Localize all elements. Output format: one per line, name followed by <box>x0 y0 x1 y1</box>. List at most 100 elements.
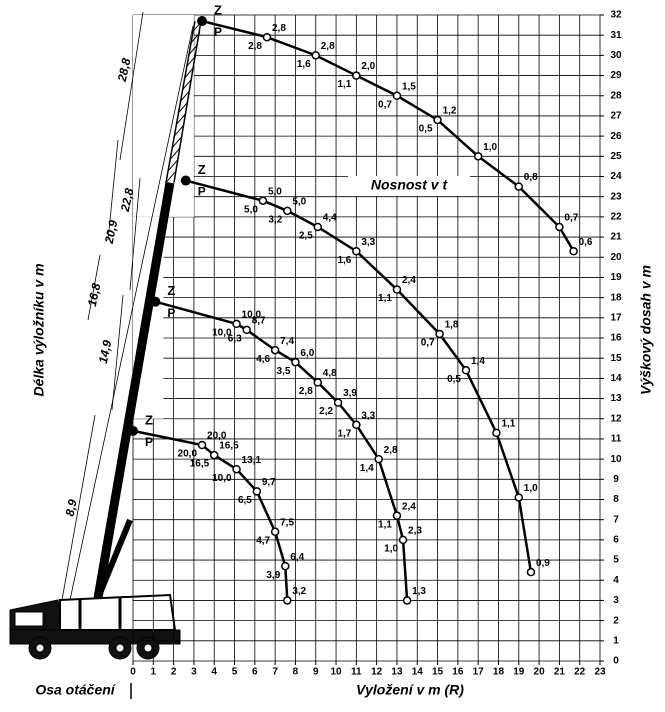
boom-tip <box>180 175 191 186</box>
y-tick-label: 1 <box>613 635 619 646</box>
load-label: 0,7 <box>421 338 435 349</box>
load-label: 7,4 <box>280 336 294 347</box>
load-point <box>433 115 442 125</box>
load-point <box>209 450 219 460</box>
load-label: 20,0 <box>207 431 227 442</box>
load-point <box>555 222 564 232</box>
load-label: 1,2 <box>443 106 457 117</box>
x-tick-label: 7 <box>272 667 278 678</box>
load-label: 8,7 <box>252 316 266 327</box>
load-label: 1,1 <box>378 519 392 530</box>
load-label: 4,7 <box>256 535 270 546</box>
load-point <box>352 71 361 80</box>
load-label: 0,5 <box>447 374 461 385</box>
load-label: 6,0 <box>300 348 314 359</box>
boom-lattice <box>187 43 199 57</box>
load-label: 2,8 <box>272 23 286 34</box>
load-label: 10,0 <box>242 310 262 321</box>
truck <box>9 518 181 660</box>
hook-label: Z <box>198 162 206 177</box>
load-label: 4,4 <box>323 213 337 224</box>
y-axis-label: Výškový dosah v m <box>638 265 654 395</box>
load-label: 0,7 <box>378 99 392 110</box>
x-tick-label: 4 <box>211 667 217 678</box>
y-tick-label: 28 <box>610 90 622 101</box>
load-point <box>258 196 268 205</box>
load-label: 4,8 <box>323 368 337 379</box>
x-tick-label: 8 <box>293 667 299 678</box>
y-tick-label: 17 <box>610 312 622 323</box>
y-tick-label: 21 <box>610 232 622 243</box>
load-label: 0,8 <box>524 172 538 183</box>
load-point <box>252 487 262 496</box>
load-label: 1,0 <box>384 544 398 555</box>
y-tick-label: 29 <box>610 70 622 81</box>
y-tick-label: 30 <box>610 50 622 61</box>
load-point <box>283 596 292 605</box>
y-tick-label: 15 <box>610 353 622 364</box>
load-label: 2,8 <box>321 41 335 52</box>
hook-label: P <box>167 306 175 320</box>
x-tick-label: 12 <box>371 667 383 678</box>
load-label: 0,5 <box>419 124 433 135</box>
load-point <box>333 398 343 407</box>
dimension-label: 22,8 <box>118 187 137 214</box>
y-tick-label: 9 <box>613 474 619 485</box>
load-label: 16,5 <box>190 459 210 470</box>
y-tick-label: 11 <box>611 434 622 445</box>
load-label: 5,0 <box>244 204 258 215</box>
boom-tip <box>150 296 161 307</box>
y-tick-label: 8 <box>613 494 619 505</box>
boom-tip <box>197 16 208 27</box>
load-label: 2,8 <box>299 386 313 397</box>
y-tick-label: 20 <box>610 252 622 263</box>
hook-label: P <box>145 435 153 449</box>
annotation-box <box>348 176 470 196</box>
load-label: 3,2 <box>268 214 282 225</box>
mask <box>133 15 194 217</box>
load-label: 3,9 <box>343 388 357 399</box>
load-point <box>281 561 290 571</box>
annotation: Nosnost v t <box>371 177 449 193</box>
axis-label: Osa otáčení <box>35 682 116 698</box>
y-tick-label: 6 <box>613 535 619 546</box>
load-point <box>514 182 524 191</box>
x-tick-label: 11 <box>351 667 362 678</box>
boom-lattice <box>175 113 187 126</box>
load-label: 6,5 <box>238 495 252 506</box>
y-tick-label: 31 <box>610 30 622 41</box>
hook-label: Z <box>145 412 153 427</box>
load-label: 2,8 <box>384 445 398 456</box>
load-label: 16,5 <box>219 441 239 452</box>
x-tick-label: 17 <box>473 667 485 678</box>
load-label: 10,0 <box>212 328 232 339</box>
load-label: 13,1 <box>242 455 262 466</box>
load-point <box>374 454 383 464</box>
load-label: 1,1 <box>378 293 392 304</box>
boom-tip <box>128 425 138 436</box>
load-point <box>392 511 402 520</box>
x-tick-label: 23 <box>594 667 606 678</box>
dimension-line <box>107 139 119 241</box>
load-label: 1,0 <box>524 483 538 494</box>
x-tick-label: 20 <box>534 667 546 678</box>
hook-label: P <box>198 185 206 199</box>
load-label: 1,4 <box>360 463 374 474</box>
y-tick-label: 13 <box>610 393 622 404</box>
load-curve <box>185 179 533 573</box>
load-point <box>352 420 361 430</box>
dimension-label: 8,9 <box>63 498 80 518</box>
boom <box>93 181 175 599</box>
load-point <box>270 345 280 355</box>
y-tick-label: 18 <box>610 292 622 303</box>
load-label: 1,8 <box>445 320 459 331</box>
x-tick-label: 5 <box>232 667 238 678</box>
y-tick-label: 0 <box>613 656 619 667</box>
load-label: 2,4 <box>402 275 416 286</box>
x-tick-label: 14 <box>412 667 424 678</box>
load-point <box>270 527 280 537</box>
x-axis-label: Vyložení v m (R) <box>356 682 464 698</box>
load-point <box>262 32 272 42</box>
load-label: 1,1 <box>501 419 515 430</box>
y-tick-label: 5 <box>613 555 619 566</box>
